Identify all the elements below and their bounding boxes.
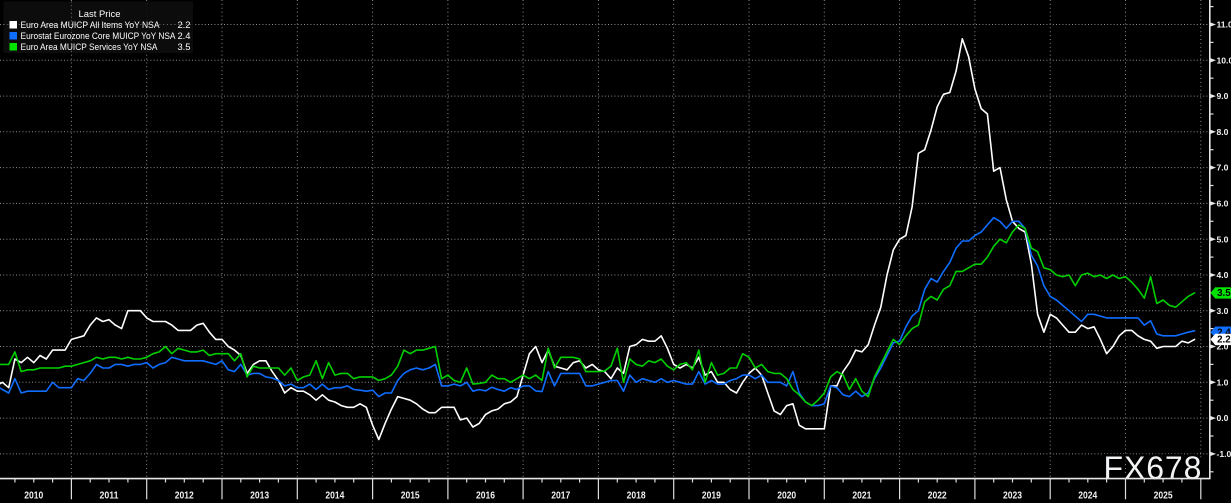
svg-text:2.2: 2.2 — [1217, 335, 1231, 346]
svg-text:10.0: 10.0 — [1217, 55, 1231, 65]
svg-text:2017: 2017 — [551, 491, 570, 502]
svg-text:2016: 2016 — [476, 491, 495, 502]
svg-text:2.2: 2.2 — [177, 19, 190, 30]
svg-text:3.5: 3.5 — [177, 41, 190, 52]
svg-text:Last Price: Last Price — [79, 8, 121, 19]
svg-text:Euro Area MUICP All Items YoY: Euro Area MUICP All Items YoY NSA — [21, 19, 161, 30]
svg-text:FX678: FX678 — [1104, 450, 1203, 486]
svg-text:2.0: 2.0 — [1217, 342, 1229, 352]
svg-text:2022: 2022 — [928, 491, 947, 502]
svg-text:2014: 2014 — [325, 491, 344, 502]
svg-text:2023: 2023 — [1003, 491, 1022, 502]
svg-text:8.0: 8.0 — [1217, 127, 1229, 137]
svg-text:0.0: 0.0 — [1217, 413, 1229, 423]
svg-text:2019: 2019 — [702, 491, 721, 502]
svg-text:2021: 2021 — [852, 491, 871, 502]
svg-text:2024: 2024 — [1078, 491, 1097, 502]
svg-text:2015: 2015 — [401, 491, 420, 502]
svg-text:6.0: 6.0 — [1217, 199, 1229, 209]
svg-text:2.4: 2.4 — [177, 30, 190, 41]
svg-text:1.0: 1.0 — [1217, 377, 1229, 387]
svg-text:2012: 2012 — [175, 491, 194, 502]
svg-text:4.0: 4.0 — [1217, 270, 1229, 280]
svg-text:2.4: 2.4 — [1217, 327, 1231, 338]
svg-text:9.0: 9.0 — [1217, 91, 1229, 101]
svg-text:2025: 2025 — [1154, 491, 1173, 502]
svg-text:Eurostat Eurozone Core MUICP Y: Eurostat Eurozone Core MUICP YoY NSA — [21, 30, 177, 41]
svg-text:2010: 2010 — [24, 491, 43, 502]
svg-text:3.0: 3.0 — [1217, 306, 1229, 316]
svg-text:2011: 2011 — [100, 491, 119, 502]
svg-text:-1.0: -1.0 — [1217, 449, 1231, 459]
svg-text:5.0: 5.0 — [1217, 234, 1229, 244]
svg-text:11.0: 11.0 — [1217, 20, 1231, 30]
svg-text:2020: 2020 — [777, 491, 796, 502]
svg-text:2013: 2013 — [250, 491, 269, 502]
svg-text:3.5: 3.5 — [1217, 288, 1231, 299]
svg-text:Euro Area MUICP Services YoY N: Euro Area MUICP Services YoY NSA — [21, 41, 159, 52]
svg-text:2018: 2018 — [627, 491, 646, 502]
svg-text:7.0: 7.0 — [1217, 163, 1229, 173]
